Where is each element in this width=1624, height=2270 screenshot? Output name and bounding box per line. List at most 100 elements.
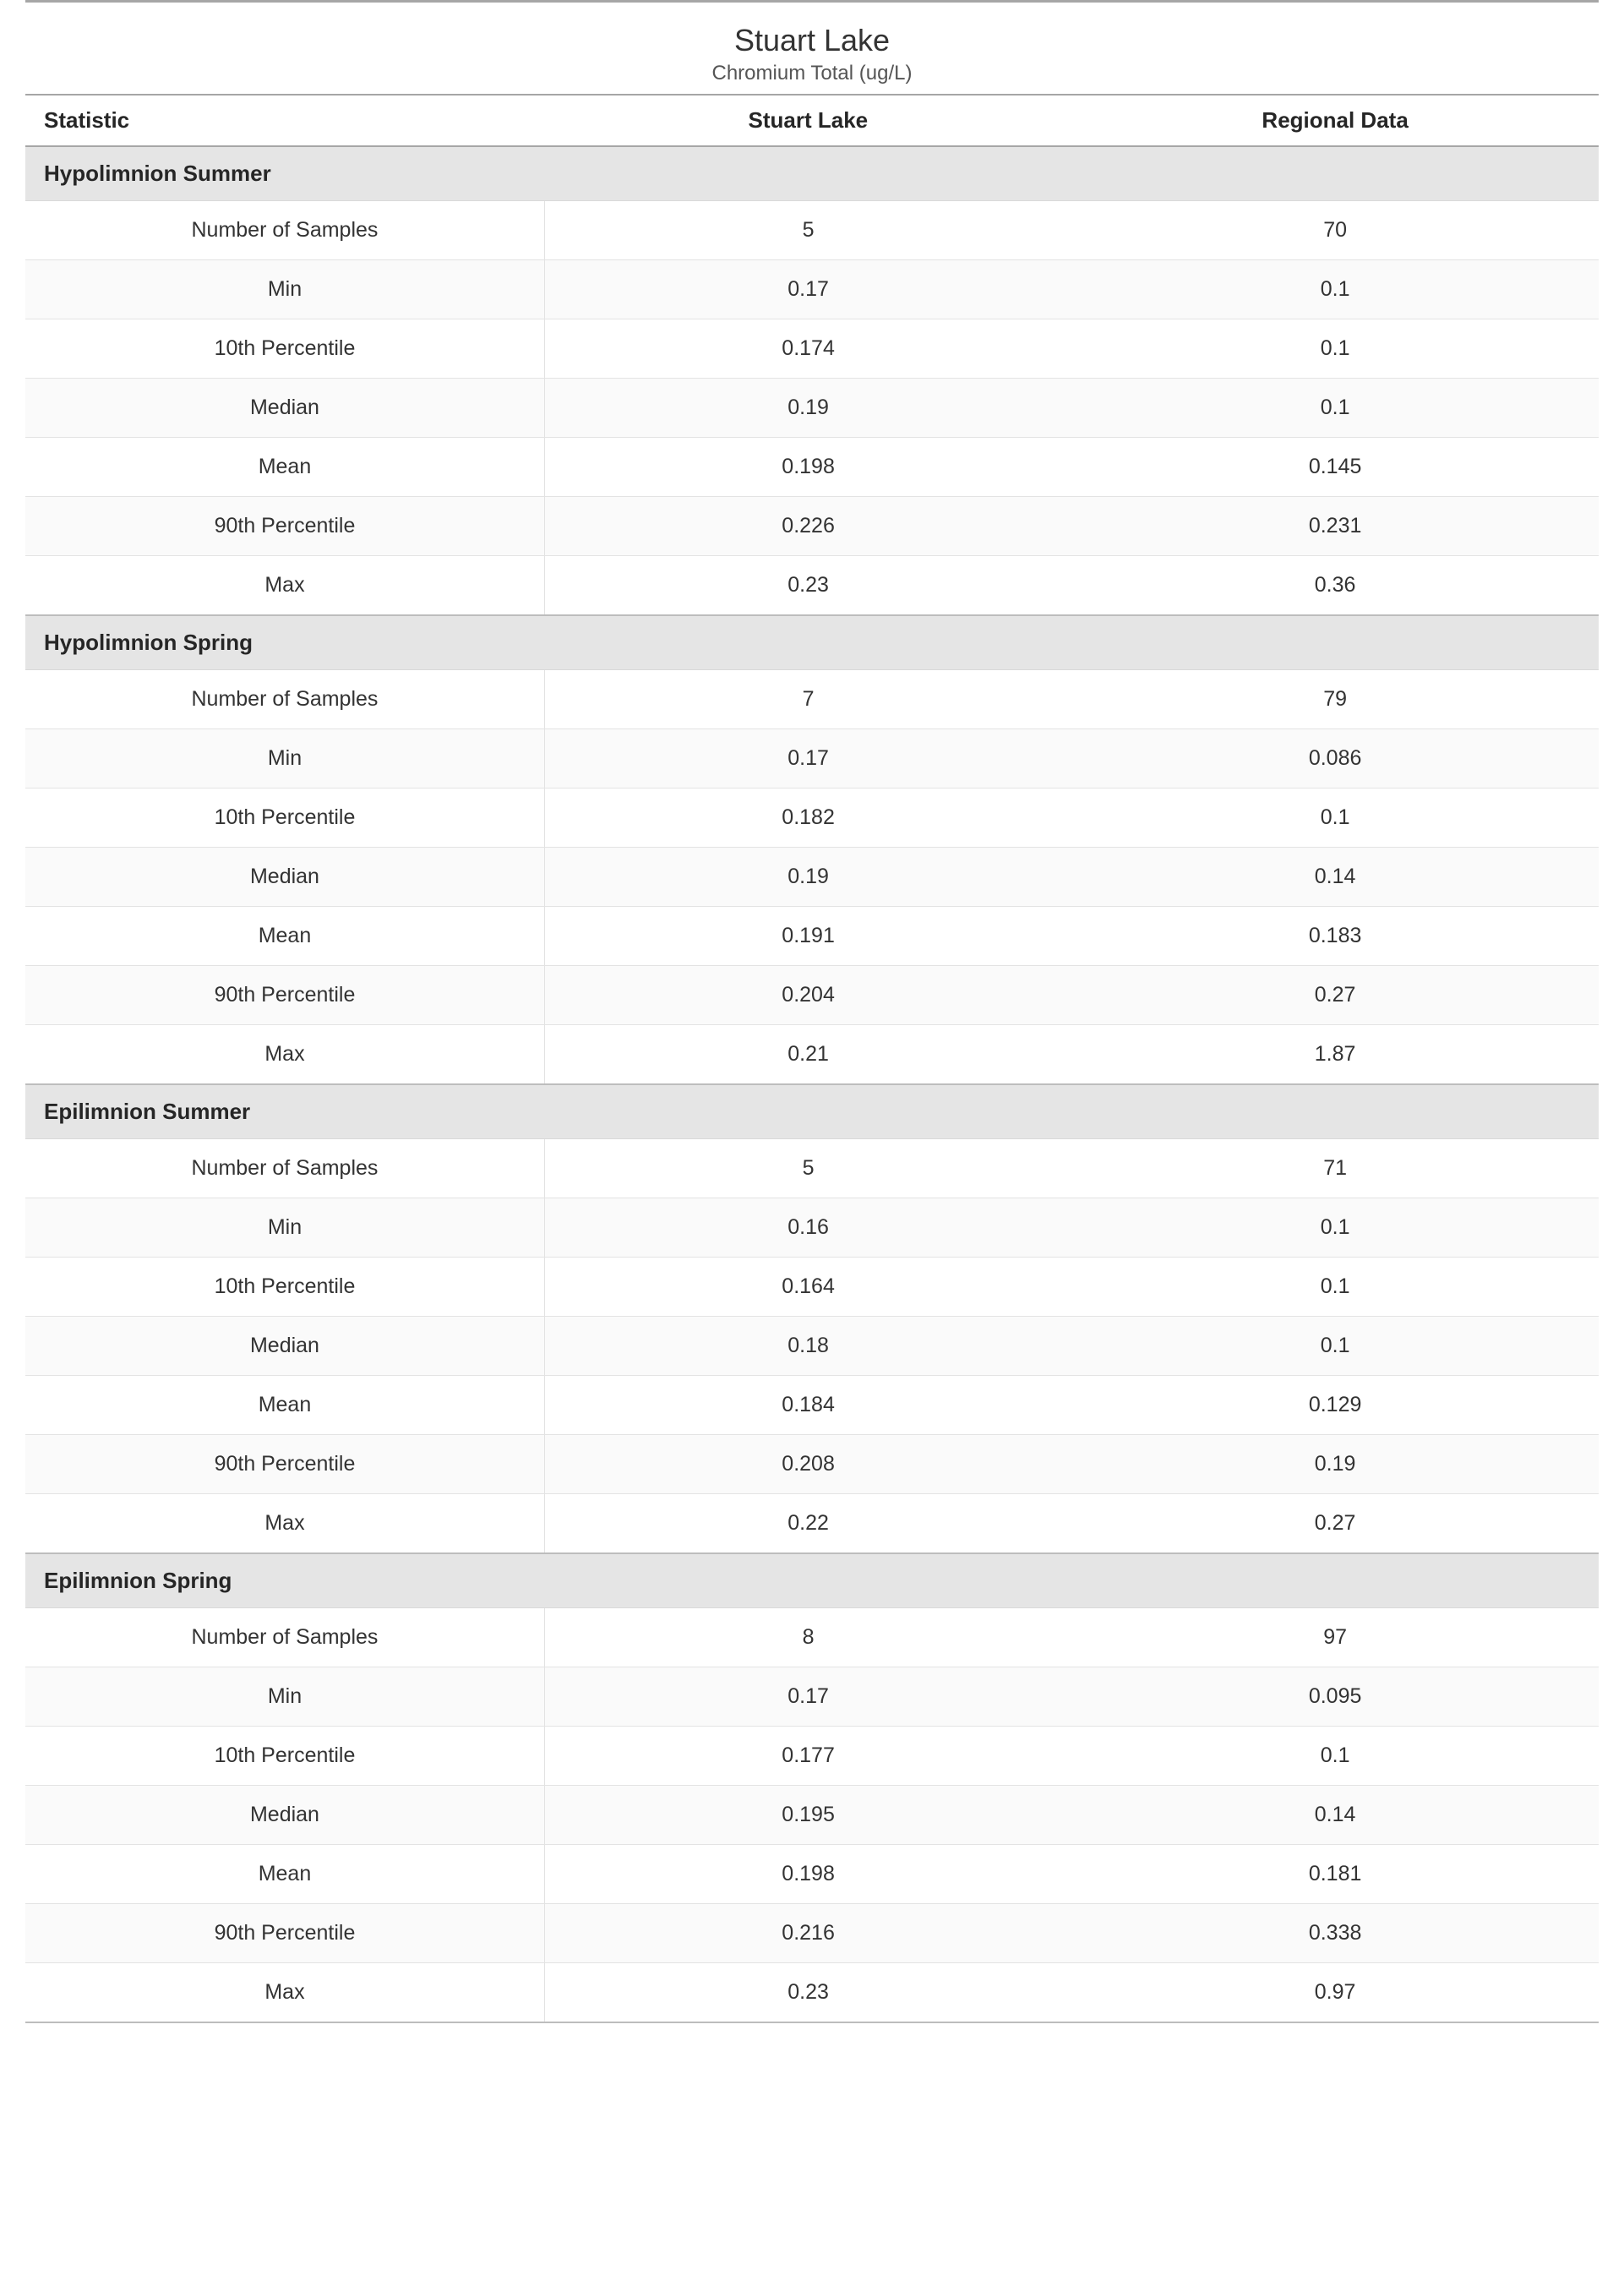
cell-primary: 0.226 [544,497,1071,556]
table-row: Max0.220.27 [25,1494,1599,1554]
cell-primary: 0.164 [544,1258,1071,1317]
cell-primary: 0.184 [544,1376,1071,1435]
row-label: Min [25,1667,544,1727]
cell-regional: 0.19 [1071,1435,1599,1494]
row-label: Number of Samples [25,201,544,260]
cell-primary: 0.195 [544,1786,1071,1845]
row-label: Min [25,260,544,319]
row-label: Max [25,1025,544,1085]
cell-regional: 71 [1071,1139,1599,1198]
section-title: Hypolimnion Spring [25,615,1599,670]
row-label: Median [25,379,544,438]
cell-primary: 0.23 [544,556,1071,616]
cell-regional: 0.36 [1071,556,1599,616]
page-subtitle: Chromium Total (ug/L) [25,62,1599,85]
table-row: 10th Percentile0.1640.1 [25,1258,1599,1317]
cell-primary: 5 [544,201,1071,260]
cell-primary: 0.18 [544,1317,1071,1376]
table-row: Median0.190.14 [25,848,1599,907]
row-label: Mean [25,907,544,966]
cell-primary: 0.216 [544,1904,1071,1963]
cell-regional: 0.14 [1071,1786,1599,1845]
stats-table: Statistic Stuart Lake Regional Data Hypo… [25,94,1599,2023]
table-row: Max0.211.87 [25,1025,1599,1085]
table-row: Number of Samples570 [25,201,1599,260]
cell-regional: 0.1 [1071,1317,1599,1376]
cell-regional: 0.129 [1071,1376,1599,1435]
cell-regional: 0.1 [1071,1198,1599,1258]
table-row: Min0.170.086 [25,729,1599,788]
cell-regional: 70 [1071,201,1599,260]
row-label: 90th Percentile [25,966,544,1025]
row-label: Median [25,848,544,907]
row-label: Median [25,1317,544,1376]
cell-primary: 0.19 [544,379,1071,438]
cell-primary: 0.19 [544,848,1071,907]
table-body: Hypolimnion SummerNumber of Samples570Mi… [25,146,1599,2022]
row-label: Max [25,1494,544,1554]
table-row: Max0.230.97 [25,1963,1599,2023]
section-header: Hypolimnion Summer [25,146,1599,201]
cell-regional: 0.181 [1071,1845,1599,1904]
cell-regional: 0.27 [1071,1494,1599,1554]
row-label: 90th Percentile [25,497,544,556]
cell-regional: 0.27 [1071,966,1599,1025]
section-header: Epilimnion Summer [25,1084,1599,1139]
table-row: Number of Samples779 [25,670,1599,729]
col-statistic: Statistic [25,95,544,146]
cell-primary: 5 [544,1139,1071,1198]
cell-primary: 0.21 [544,1025,1071,1085]
row-label: 10th Percentile [25,319,544,379]
table-row: Min0.170.095 [25,1667,1599,1727]
cell-regional: 0.14 [1071,848,1599,907]
cell-regional: 0.1 [1071,319,1599,379]
table-row: Median0.180.1 [25,1317,1599,1376]
row-label: Max [25,556,544,616]
table-row: 90th Percentile0.2080.19 [25,1435,1599,1494]
row-label: Median [25,1786,544,1845]
table-row: Mean0.1980.181 [25,1845,1599,1904]
row-label: Number of Samples [25,1139,544,1198]
cell-primary: 0.204 [544,966,1071,1025]
cell-primary: 0.17 [544,1667,1071,1727]
cell-primary: 0.177 [544,1727,1071,1786]
cell-regional: 0.338 [1071,1904,1599,1963]
table-row: 90th Percentile0.2160.338 [25,1904,1599,1963]
cell-primary: 0.17 [544,729,1071,788]
row-label: Max [25,1963,544,2023]
cell-primary: 0.22 [544,1494,1071,1554]
table-row: 90th Percentile0.2040.27 [25,966,1599,1025]
cell-primary: 0.198 [544,438,1071,497]
section-title: Epilimnion Summer [25,1084,1599,1139]
cell-regional: 0.97 [1071,1963,1599,2023]
cell-regional: 97 [1071,1608,1599,1667]
section-title: Hypolimnion Summer [25,146,1599,201]
row-label: Mean [25,1845,544,1904]
cell-primary: 0.191 [544,907,1071,966]
table-row: 10th Percentile0.1740.1 [25,319,1599,379]
table-row: Mean0.1840.129 [25,1376,1599,1435]
col-regional: Regional Data [1071,95,1599,146]
row-label: 90th Percentile [25,1904,544,1963]
table-row: Min0.160.1 [25,1198,1599,1258]
top-rule [25,0,1599,3]
title-block: Stuart Lake Chromium Total (ug/L) [25,18,1599,85]
section-header: Hypolimnion Spring [25,615,1599,670]
cell-regional: 0.086 [1071,729,1599,788]
table-row: Max0.230.36 [25,556,1599,616]
cell-regional: 0.1 [1071,1258,1599,1317]
section-title: Epilimnion Spring [25,1553,1599,1608]
cell-primary: 0.174 [544,319,1071,379]
cell-regional: 0.231 [1071,497,1599,556]
table-row: Median0.1950.14 [25,1786,1599,1845]
row-label: Number of Samples [25,670,544,729]
cell-primary: 0.208 [544,1435,1071,1494]
cell-regional: 0.1 [1071,260,1599,319]
cell-primary: 7 [544,670,1071,729]
row-label: 10th Percentile [25,1258,544,1317]
table-row: Min0.170.1 [25,260,1599,319]
table-row: 10th Percentile0.1820.1 [25,788,1599,848]
row-label: Number of Samples [25,1608,544,1667]
table-row: Number of Samples897 [25,1608,1599,1667]
row-label: Min [25,1198,544,1258]
